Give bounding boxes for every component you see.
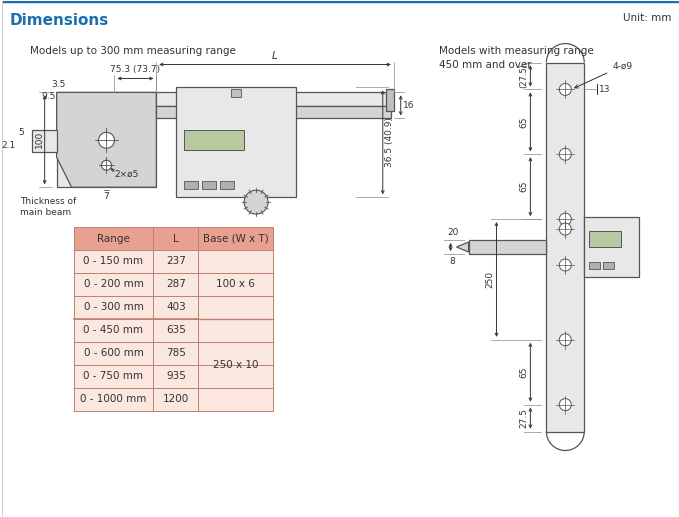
Bar [73,227,153,250]
Bar [198,364,273,388]
Bar [198,319,273,342]
Circle shape [559,213,571,225]
Text: 0 - 1000 mm: 0 - 1000 mm [80,394,147,404]
Bar [56,93,156,187]
Bar [584,217,639,277]
Circle shape [102,160,111,170]
Polygon shape [56,93,156,187]
Text: 2.1: 2.1 [1,141,16,150]
Text: (27.5): (27.5) [519,64,528,88]
Circle shape [559,83,571,96]
Bar [153,273,198,296]
Bar [198,227,273,250]
Bar [73,250,153,273]
Text: 7: 7 [104,192,109,201]
Bar [198,296,273,319]
Text: Unit: mm: Unit: mm [623,12,671,23]
Text: L: L [272,51,278,60]
Circle shape [559,223,571,235]
Text: 5: 5 [18,128,24,137]
Bar [153,319,198,342]
Text: Models up to 300 mm measuring range: Models up to 300 mm measuring range [30,45,236,55]
Text: 75.3 (73.7): 75.3 (73.7) [111,66,160,74]
Text: 0 - 300 mm: 0 - 300 mm [84,302,143,312]
Bar [156,93,390,107]
Text: 237: 237 [166,256,186,266]
Bar [73,296,153,319]
Text: Base (W x T): Base (W x T) [203,234,268,244]
Bar [73,342,153,364]
Circle shape [559,148,571,160]
Text: 100 x 6: 100 x 6 [216,279,255,290]
Bar [198,273,273,296]
Text: Range: Range [97,234,130,244]
Circle shape [244,190,268,214]
Bar [231,89,241,97]
Text: 0 - 750 mm: 0 - 750 mm [84,371,143,381]
Bar [73,388,153,410]
Bar [202,181,216,189]
Bar [469,240,547,254]
Bar [73,319,153,342]
Bar [177,87,296,197]
Circle shape [559,334,571,346]
Bar [153,296,198,319]
Text: L: L [173,234,179,244]
Bar [153,388,198,410]
Text: 9.5: 9.5 [41,92,56,101]
Text: 65: 65 [519,116,528,128]
Text: 635: 635 [166,325,186,336]
Bar [603,262,614,269]
Bar [153,250,198,273]
Bar [589,262,600,269]
Bar [184,181,198,189]
Circle shape [98,132,115,148]
Text: 20: 20 [447,228,458,237]
Bar [220,181,234,189]
Bar [73,273,153,296]
Text: 36.5 (40.9): 36.5 (40.9) [385,117,394,168]
Text: 13: 13 [599,85,610,94]
Text: 287: 287 [166,279,186,290]
Text: 935: 935 [166,371,186,381]
Circle shape [559,259,571,271]
Text: 1200: 1200 [163,394,189,404]
Polygon shape [456,242,469,252]
Text: Dimensions: Dimensions [10,12,109,27]
Bar [198,342,273,364]
Text: 0 - 200 mm: 0 - 200 mm [84,279,143,290]
Text: 27.5: 27.5 [519,408,528,428]
Text: 100: 100 [35,131,43,148]
Bar [184,130,244,150]
Text: 250: 250 [485,271,494,288]
Text: 2×ø5: 2×ø5 [115,169,139,178]
Text: 0 - 150 mm: 0 - 150 mm [84,256,143,266]
Text: 16: 16 [403,101,414,110]
Bar [386,89,394,111]
Text: 250 x 10: 250 x 10 [213,360,259,370]
Bar [589,231,621,247]
Bar [32,130,56,153]
Text: 65: 65 [519,181,528,192]
Bar [153,227,198,250]
Text: 0 - 450 mm: 0 - 450 mm [84,325,143,336]
Text: 65: 65 [519,367,528,378]
Text: 403: 403 [166,302,185,312]
Circle shape [559,399,571,410]
Bar [153,342,198,364]
Bar [73,364,153,388]
Bar [198,388,273,410]
Text: 3.5: 3.5 [52,81,66,89]
Bar [153,364,198,388]
Text: 4-ø9: 4-ø9 [575,62,632,88]
Text: 8: 8 [449,257,456,266]
Text: 785: 785 [166,348,186,358]
Bar [156,107,390,118]
Text: Thickness of
main beam: Thickness of main beam [20,197,76,217]
Text: Models with measuring range
450 mm and over: Models with measuring range 450 mm and o… [439,45,593,70]
Text: 0 - 600 mm: 0 - 600 mm [84,348,143,358]
Bar [547,63,584,432]
Bar [198,250,273,273]
